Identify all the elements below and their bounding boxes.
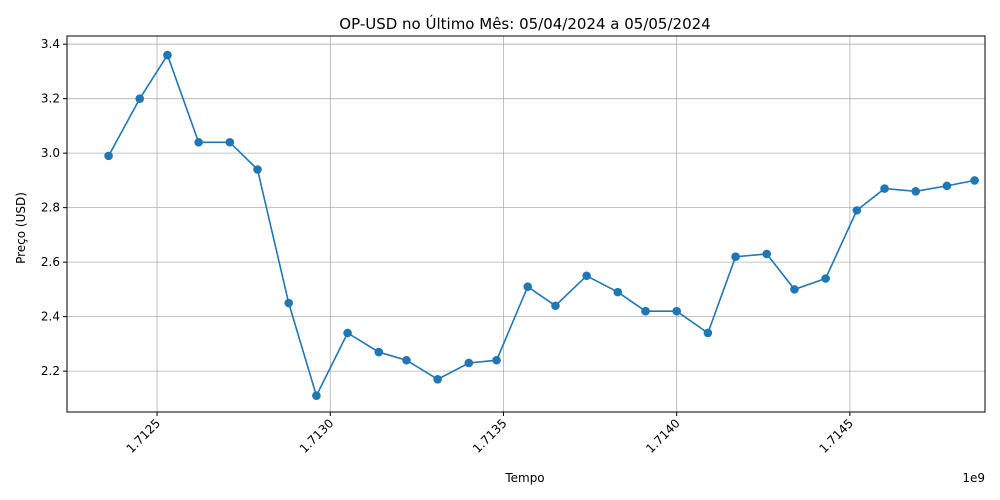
chart-title: OP-USD no Último Mês: 05/04/2024 a 05/05… <box>339 14 710 33</box>
data-point <box>762 249 772 259</box>
series-layer <box>104 50 979 400</box>
data-point <box>523 282 533 291</box>
y-tick-label: 2.4 <box>41 310 60 324</box>
y-tick-label: 3.0 <box>41 146 60 160</box>
data-point <box>163 50 172 60</box>
y-axis-label: Preço (USD) <box>14 192 28 264</box>
data-point <box>970 176 979 185</box>
data-point <box>942 181 952 191</box>
data-point <box>253 165 262 174</box>
data-point <box>821 274 830 283</box>
data-point <box>551 301 560 311</box>
data-point <box>880 184 889 193</box>
data-point <box>464 358 474 368</box>
data-point <box>911 187 921 196</box>
data-point <box>312 391 321 400</box>
data-point <box>284 298 294 308</box>
x-axis-offset-label: 1e9 <box>962 471 985 485</box>
data-point <box>343 328 352 338</box>
price-line <box>107 53 975 398</box>
data-point <box>433 375 442 384</box>
y-tick-label: 2.8 <box>41 201 60 215</box>
data-point <box>225 137 235 147</box>
data-point <box>135 94 145 103</box>
data-point <box>492 355 501 365</box>
data-point <box>613 287 623 297</box>
grid-lines <box>67 36 985 412</box>
data-point <box>731 252 740 261</box>
y-tick-label: 3.2 <box>41 92 60 106</box>
data-point <box>582 271 591 281</box>
plot-frame <box>66 35 986 413</box>
data-point <box>672 306 681 316</box>
data-point <box>641 306 650 316</box>
data-point <box>703 328 713 338</box>
data-point <box>194 137 203 147</box>
y-tick-label: 2.6 <box>41 255 60 269</box>
data-point <box>852 206 862 215</box>
data-point <box>104 151 113 161</box>
y-tick-label: 2.2 <box>41 364 60 378</box>
x-axis-label: Tempo <box>504 471 544 485</box>
data-point <box>790 285 799 294</box>
y-tick-label: 3.4 <box>41 37 60 51</box>
data-point <box>402 355 411 365</box>
data-point <box>374 347 384 357</box>
